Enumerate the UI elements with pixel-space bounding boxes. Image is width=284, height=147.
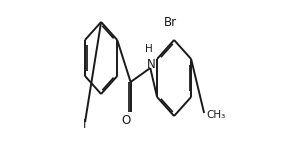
Text: I: I — [83, 118, 86, 131]
Text: CH₃: CH₃ — [206, 110, 225, 120]
Text: N: N — [147, 58, 155, 71]
Text: Br: Br — [163, 15, 177, 29]
Text: O: O — [122, 113, 131, 127]
Text: H: H — [145, 44, 153, 54]
